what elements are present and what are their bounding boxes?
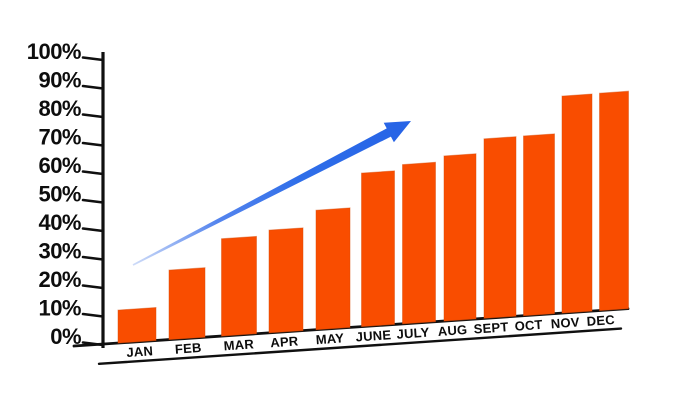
y-tick — [81, 227, 105, 233]
y-tick — [81, 84, 105, 90]
y-tick-label: 40% — [38, 210, 81, 235]
y-tick-label: 90% — [38, 68, 81, 93]
y-tick-label: 50% — [38, 182, 81, 207]
bar-aug — [443, 153, 477, 322]
month-label-may: MAY — [315, 330, 344, 347]
month-label-aug: AUG — [437, 322, 467, 339]
bar-jan — [117, 306, 157, 344]
x-axis-baseline — [72, 307, 630, 366]
bar-may — [315, 207, 351, 331]
y-tick-label: 70% — [38, 125, 81, 150]
y-tick-label: 30% — [38, 239, 81, 264]
month-label-nov: NOV — [550, 314, 580, 331]
bar-dec — [599, 90, 629, 312]
y-tick-label: 60% — [38, 153, 81, 178]
month-label-dec: DEC — [586, 312, 615, 329]
trend-arrow-icon — [132, 121, 411, 266]
month-label-sept: SEPT — [473, 319, 509, 336]
y-tick — [81, 56, 105, 62]
bar-apr — [268, 227, 304, 334]
y-tick — [81, 284, 105, 290]
month-label-oct: OCT — [514, 317, 543, 334]
y-tick — [81, 170, 105, 176]
y-tick-label: 80% — [38, 96, 81, 121]
bar-sept — [483, 136, 517, 319]
month-label-mar: MAR — [223, 336, 255, 353]
month-label-july: JULY — [396, 325, 430, 342]
bar-june — [361, 170, 395, 328]
y-tick — [81, 198, 105, 204]
y-tick-label: 20% — [38, 267, 81, 292]
y-tick-label: 100% — [27, 39, 81, 64]
y-tick — [81, 255, 105, 261]
bar-oct — [523, 133, 555, 317]
month-label-june: JUNE — [355, 327, 392, 344]
y-tick — [81, 113, 105, 119]
month-label-jan: JAN — [126, 343, 154, 360]
month-labels: JAN FEB MAR APR MAY JUNE JULY AUG SEPT OCT NOV DEC — [126, 312, 616, 360]
y-tick — [81, 312, 105, 318]
bar-july — [402, 161, 436, 325]
month-label-feb: FEB — [174, 340, 202, 357]
bar-feb — [168, 267, 206, 341]
month-label-apr: APR — [270, 333, 299, 350]
bar-series — [117, 90, 629, 344]
bar-nov — [561, 93, 593, 314]
y-axis: 100%90%80%70%60%50%40%30%20%10%0% — [27, 39, 105, 349]
y-tick — [81, 141, 105, 147]
y-tick-label: 10% — [38, 296, 81, 321]
baseline-lower — [97, 327, 623, 366]
bar-mar — [221, 235, 257, 337]
